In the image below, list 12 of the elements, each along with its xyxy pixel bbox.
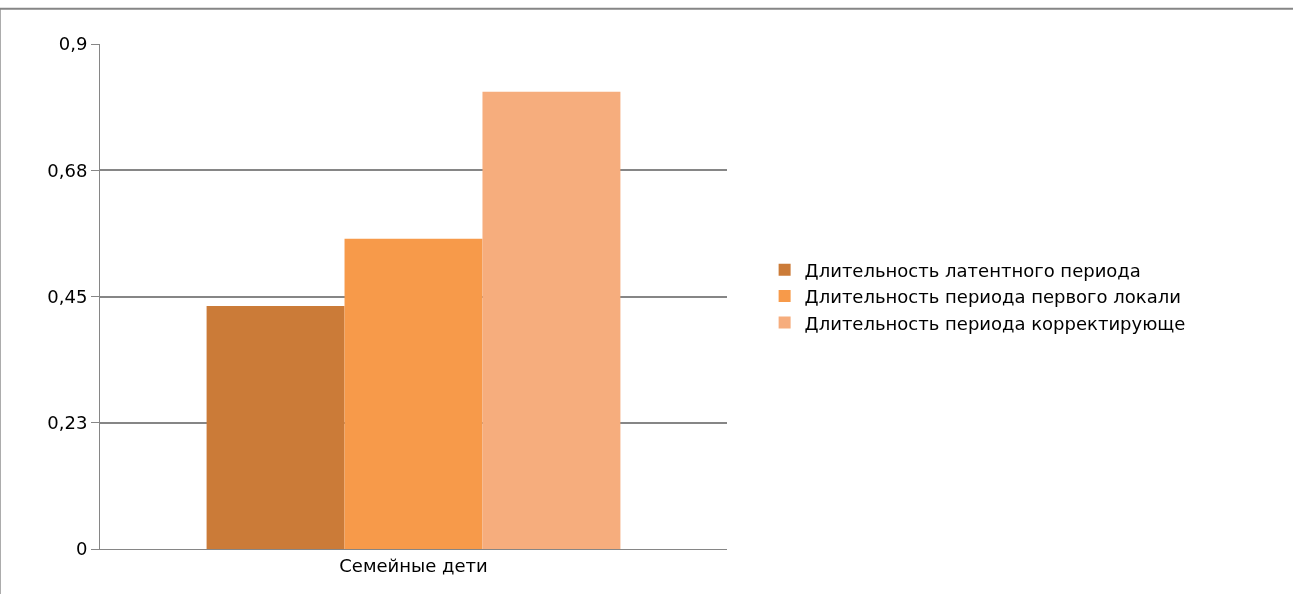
- bar: [206, 306, 345, 549]
- legend-label: Длительность периода первого локали: [804, 286, 1181, 308]
- y-tick-label: 0,45: [47, 285, 88, 307]
- y-tick-label: 0,23: [47, 412, 88, 434]
- y-tick-label: 0: [75, 538, 88, 560]
- bar: [482, 91, 621, 549]
- y-tick-label: 0,9: [58, 33, 88, 55]
- bar: [344, 238, 483, 549]
- legend-label: Длительность периода корректирующе: [804, 312, 1186, 334]
- legend-label: Длительность латентного периода: [804, 259, 1141, 281]
- y-tick-label: 0,68: [47, 159, 88, 181]
- x-tick-label: Семейные дети: [339, 554, 488, 576]
